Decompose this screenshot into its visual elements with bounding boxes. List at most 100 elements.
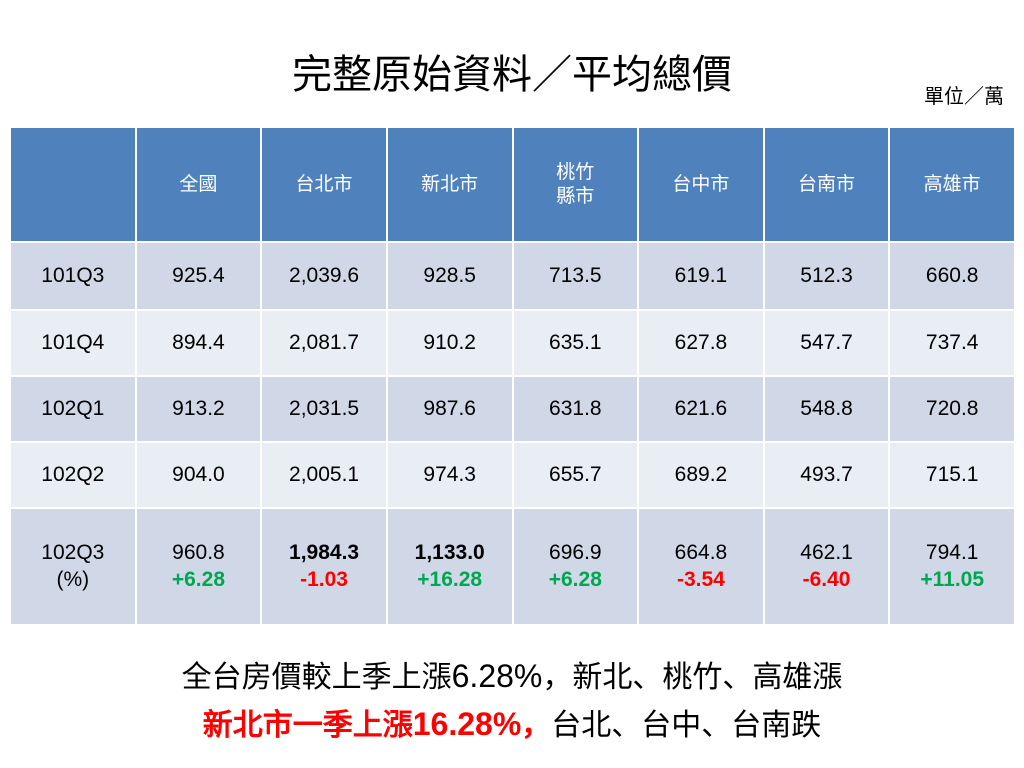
table-cell: 2,005.1	[261, 442, 387, 508]
table-cell: 101Q4	[10, 310, 136, 376]
table-cell: 101Q3	[10, 242, 136, 310]
cell-change: +6.28	[548, 567, 602, 591]
footer-line: 新北市一季上漲16.28%，台北、台中、台南跌	[0, 700, 1024, 744]
header-text: 台中市	[672, 172, 730, 195]
cell-text: 987.6	[423, 396, 476, 420]
cell-change: -6.40	[802, 567, 851, 591]
table-cell: 2,039.6	[261, 242, 387, 310]
table-cell: 737.4	[889, 310, 1015, 376]
cell-value: 664.8	[674, 541, 728, 565]
cell-text: 720.8	[925, 396, 979, 420]
cell-text: 715.1	[925, 462, 979, 486]
table-cell: 1,133.0 +16.28	[386, 508, 513, 625]
table-cell: 635.1	[512, 310, 639, 376]
cell-text: 102Q1	[41, 396, 105, 420]
cell-text: 512.3	[800, 263, 853, 287]
cell-change: -3.54	[677, 567, 725, 591]
footer-text: 全台房價較上季上漲	[181, 660, 452, 695]
header-text: 台南市	[798, 172, 856, 195]
cell-text: 101Q4	[41, 330, 105, 354]
table-cell: 904.0	[135, 442, 262, 508]
table-cell: 720.8	[889, 376, 1015, 442]
cell-change: -1.03	[300, 567, 348, 591]
cell-text: 910.2	[423, 330, 476, 354]
label-text: (%)	[56, 567, 90, 591]
cell-text: 713.5	[549, 263, 602, 287]
cell-text: 974.3	[423, 462, 476, 486]
table-cell: 102Q1	[10, 376, 136, 442]
header-cell: 台北市	[261, 127, 387, 242]
header-cell	[10, 127, 136, 242]
cell-text: 493.7	[800, 462, 853, 486]
table-cell: 660.8	[889, 242, 1015, 310]
label-text: 102Q3	[41, 541, 105, 565]
table-cell: 2,031.5	[261, 376, 387, 442]
header-cell: 台南市	[763, 127, 890, 242]
cell-text: 925.4	[172, 263, 225, 287]
title: 完整原始資料／平均總價	[292, 52, 732, 98]
cell-text: 2,005.1	[289, 462, 360, 486]
table-cell: 512.3	[763, 242, 890, 310]
cell-text: 904.0	[172, 462, 225, 486]
cell-text: 913.2	[172, 396, 225, 420]
cell-value: 1,984.3	[289, 541, 360, 565]
table-cell: 715.1	[889, 442, 1015, 508]
cell-text: 928.5	[423, 263, 476, 287]
header-cell: 高雄市	[889, 127, 1015, 242]
header-cell: 桃竹 縣市	[512, 127, 639, 242]
table-cell: 548.8	[763, 376, 890, 442]
table-cell: 913.2	[135, 376, 262, 442]
cell-text: 621.6	[674, 396, 728, 420]
table-cell: 631.8	[512, 376, 639, 442]
table-cell: 493.7	[763, 442, 890, 508]
cell-text: 689.2	[674, 462, 728, 486]
table-cell: 713.5	[512, 242, 639, 310]
table-cell: 960.8 +6.28	[135, 508, 262, 625]
cell-value: 696.9	[549, 541, 602, 565]
cell-change: +6.28	[171, 567, 225, 591]
table-cell: 1,984.3 -1.03	[261, 508, 387, 625]
cell-text: 2,031.5	[289, 396, 360, 420]
cell-text: 102Q2	[41, 462, 105, 486]
footer-line: 全台房價較上季上漲6.28%，新北、桃竹、高雄漲	[0, 652, 1024, 696]
cell-text: 547.7	[800, 330, 853, 354]
cell-value: 462.1	[800, 541, 853, 565]
row-label: 102Q3 (%)	[10, 508, 136, 625]
table-cell: 974.3	[386, 442, 513, 508]
unit-label: 單位／萬	[924, 84, 1004, 108]
table-cell: 619.1	[638, 242, 764, 310]
table-cell: 627.8	[638, 310, 764, 376]
table-cell: 987.6	[386, 376, 513, 442]
cell-text: 2,081.7	[289, 330, 360, 354]
footer-text: ，新北、桃竹、高雄漲	[542, 660, 843, 695]
header-text: 縣市	[556, 184, 595, 207]
cell-text: 631.8	[549, 396, 602, 420]
cell-text: 627.8	[674, 330, 728, 354]
cell-text: 2,039.6	[289, 263, 360, 287]
table-cell: 689.2	[638, 442, 764, 508]
table-cell: 547.7	[763, 310, 890, 376]
cell-text: 894.4	[172, 330, 225, 354]
table-cell: 2,081.7	[261, 310, 387, 376]
footer-text: 台北、台中、台南跌	[551, 708, 822, 743]
header-cell: 全國	[135, 127, 262, 242]
cell-text: 548.8	[800, 396, 853, 420]
cell-text: 660.8	[925, 263, 979, 287]
table-cell: 910.2	[386, 310, 513, 376]
cell-change: +11.05	[920, 567, 985, 591]
cell-text: 737.4	[925, 330, 979, 354]
cell-text: 635.1	[549, 330, 602, 354]
footer-text: ，	[521, 708, 552, 743]
cell-text: 619.1	[674, 263, 728, 287]
header-text: 新北市	[421, 172, 479, 195]
table-cell: 655.7	[512, 442, 639, 508]
header-text: 高雄市	[923, 172, 981, 195]
footer-text: 16.28%	[412, 706, 522, 742]
table-cell: 925.4	[135, 242, 262, 310]
cell-text: 101Q3	[41, 263, 105, 287]
table-cell: 696.9 +6.28	[512, 508, 639, 625]
table-cell: 621.6	[638, 376, 764, 442]
cell-change: +16.28	[417, 567, 483, 591]
table-cell: 894.4	[135, 310, 262, 376]
